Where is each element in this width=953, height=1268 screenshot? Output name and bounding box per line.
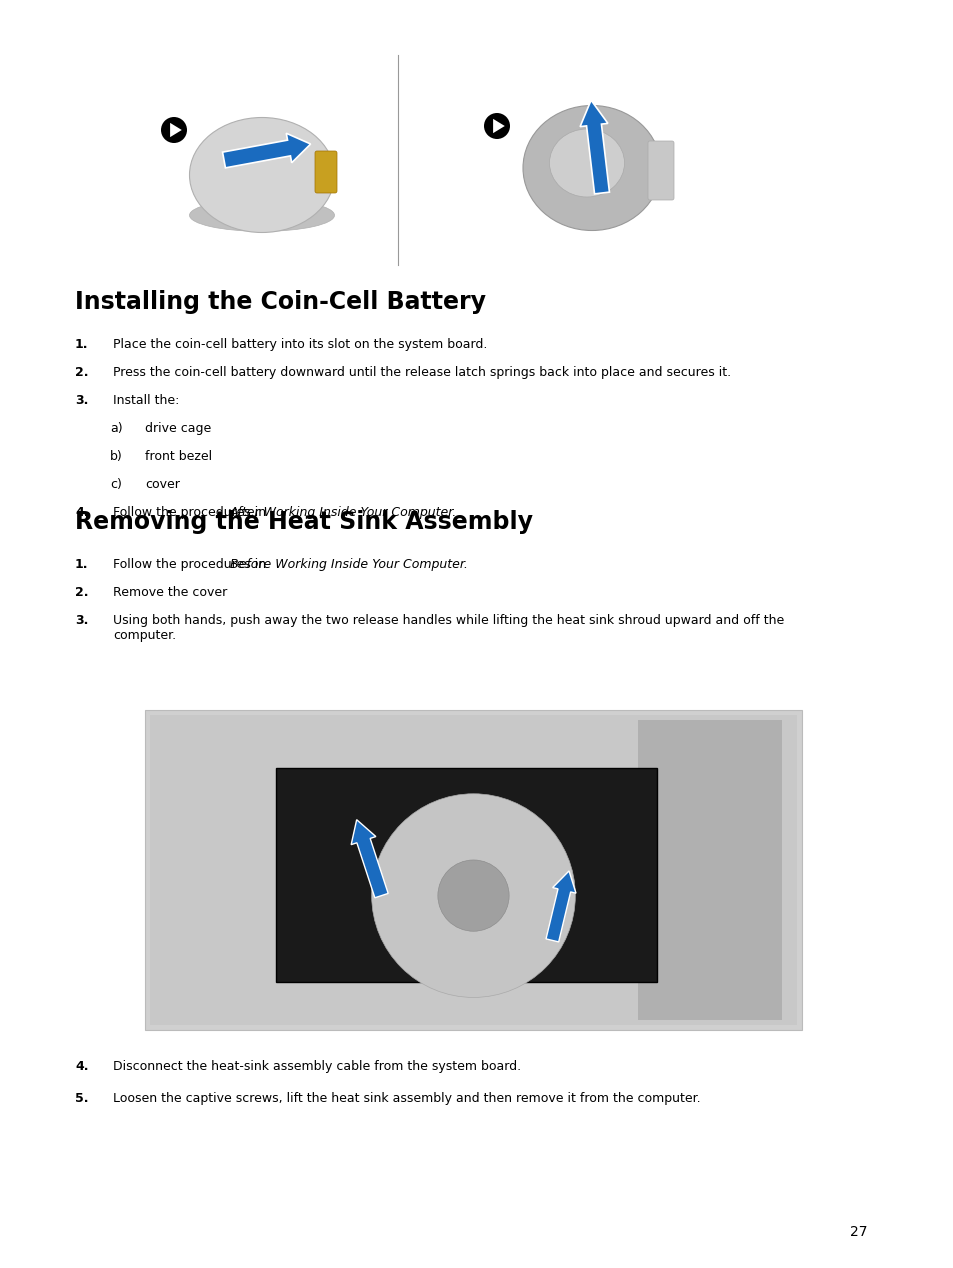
FancyBboxPatch shape	[276, 767, 657, 981]
Text: 1.: 1.	[75, 558, 89, 571]
Text: c): c)	[110, 478, 122, 491]
FancyBboxPatch shape	[638, 720, 781, 1019]
Circle shape	[372, 794, 575, 998]
FancyBboxPatch shape	[647, 141, 673, 200]
Text: Using both hands, push away the two release handles while lifting the heat sink : Using both hands, push away the two rele…	[112, 614, 783, 642]
FancyBboxPatch shape	[314, 151, 336, 193]
Text: Before Working Inside Your Computer.: Before Working Inside Your Computer.	[230, 558, 467, 571]
Text: cover: cover	[145, 478, 180, 491]
Text: After Working Inside Your Computer.: After Working Inside Your Computer.	[230, 506, 456, 519]
Text: Disconnect the heat-sink assembly cable from the system board.: Disconnect the heat-sink assembly cable …	[112, 1060, 520, 1073]
Text: 3.: 3.	[75, 394, 89, 407]
Text: 2.: 2.	[75, 586, 89, 598]
Text: Removing the Heat Sink Assembly: Removing the Heat Sink Assembly	[75, 510, 533, 534]
FancyBboxPatch shape	[150, 715, 796, 1025]
Text: 3.: 3.	[75, 614, 89, 626]
Ellipse shape	[549, 129, 624, 197]
Text: Follow the procedures in: Follow the procedures in	[112, 506, 270, 519]
Ellipse shape	[522, 105, 660, 231]
Text: b): b)	[110, 450, 123, 463]
Text: Place the coin-cell battery into its slot on the system board.: Place the coin-cell battery into its slo…	[112, 339, 487, 351]
Text: Follow the procedures in: Follow the procedures in	[112, 558, 270, 571]
Text: Installing the Coin-Cell Battery: Installing the Coin-Cell Battery	[75, 290, 485, 314]
FancyArrow shape	[579, 100, 609, 194]
Text: Press the coin-cell battery downward until the release latch springs back into p: Press the coin-cell battery downward unt…	[112, 366, 730, 379]
Text: Remove the cover: Remove the cover	[112, 586, 227, 598]
Circle shape	[161, 117, 187, 143]
Text: front bezel: front bezel	[145, 450, 212, 463]
Text: 1.: 1.	[75, 339, 89, 351]
Text: 2.: 2.	[75, 366, 89, 379]
Text: Install the:: Install the:	[112, 394, 179, 407]
FancyArrow shape	[545, 871, 576, 942]
Text: Loosen the captive screws, lift the heat sink assembly and then remove it from t: Loosen the captive screws, lift the heat…	[112, 1092, 700, 1104]
Text: 4.: 4.	[75, 506, 89, 519]
Polygon shape	[493, 119, 504, 133]
Circle shape	[483, 113, 510, 139]
Ellipse shape	[190, 118, 335, 232]
Ellipse shape	[190, 199, 335, 231]
FancyArrow shape	[351, 819, 388, 898]
Text: drive cage: drive cage	[145, 422, 211, 435]
Text: 27: 27	[849, 1225, 866, 1239]
Polygon shape	[170, 123, 182, 137]
Circle shape	[437, 860, 509, 931]
FancyArrow shape	[222, 133, 311, 167]
Text: 5.: 5.	[75, 1092, 89, 1104]
Text: a): a)	[110, 422, 123, 435]
FancyBboxPatch shape	[145, 710, 801, 1030]
Text: 4.: 4.	[75, 1060, 89, 1073]
